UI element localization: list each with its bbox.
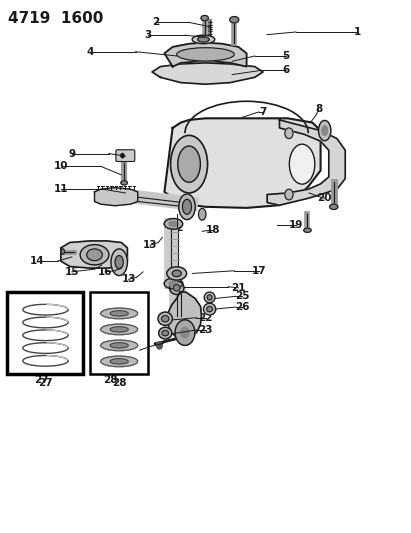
Polygon shape xyxy=(95,188,138,206)
Ellipse shape xyxy=(322,126,328,135)
Ellipse shape xyxy=(177,47,234,61)
Ellipse shape xyxy=(203,303,216,315)
Text: 23: 23 xyxy=(198,325,213,335)
Polygon shape xyxy=(61,241,127,268)
Text: 21: 21 xyxy=(231,283,246,293)
Ellipse shape xyxy=(101,340,138,351)
Ellipse shape xyxy=(101,356,138,367)
Circle shape xyxy=(285,128,293,139)
Text: 14: 14 xyxy=(30,256,44,266)
Bar xyxy=(90,292,148,374)
Text: 25: 25 xyxy=(235,292,250,301)
Circle shape xyxy=(121,154,124,158)
Ellipse shape xyxy=(319,120,331,141)
Text: 28: 28 xyxy=(103,375,118,385)
Text: 18: 18 xyxy=(206,225,220,235)
Ellipse shape xyxy=(110,343,128,348)
FancyBboxPatch shape xyxy=(116,150,135,161)
Text: 17: 17 xyxy=(252,266,266,276)
Ellipse shape xyxy=(110,359,128,364)
Ellipse shape xyxy=(110,311,128,316)
Text: 11: 11 xyxy=(53,184,68,194)
Text: 27: 27 xyxy=(38,378,53,388)
Ellipse shape xyxy=(110,327,128,332)
Ellipse shape xyxy=(289,144,315,184)
Ellipse shape xyxy=(204,292,215,303)
Text: 4719  1600: 4719 1600 xyxy=(8,11,104,26)
Text: 19: 19 xyxy=(289,220,303,230)
Ellipse shape xyxy=(164,278,182,289)
Ellipse shape xyxy=(115,255,123,269)
Ellipse shape xyxy=(111,249,127,276)
Text: 15: 15 xyxy=(65,267,79,277)
Circle shape xyxy=(175,320,195,345)
Circle shape xyxy=(285,189,293,200)
Text: 6: 6 xyxy=(282,66,289,75)
Ellipse shape xyxy=(87,249,102,261)
Text: 24: 24 xyxy=(132,345,147,355)
Ellipse shape xyxy=(304,228,311,232)
Text: 27: 27 xyxy=(34,375,48,385)
Text: 12: 12 xyxy=(169,223,184,233)
Ellipse shape xyxy=(230,17,239,23)
Ellipse shape xyxy=(169,281,178,286)
Ellipse shape xyxy=(61,249,65,254)
Polygon shape xyxy=(164,118,321,208)
Text: 8: 8 xyxy=(315,104,322,114)
Bar xyxy=(7,292,83,374)
Ellipse shape xyxy=(207,306,212,312)
Ellipse shape xyxy=(162,316,169,322)
Ellipse shape xyxy=(172,270,181,277)
Circle shape xyxy=(181,327,189,338)
Ellipse shape xyxy=(207,295,212,300)
Ellipse shape xyxy=(171,135,208,193)
Text: 28: 28 xyxy=(112,378,127,388)
Ellipse shape xyxy=(173,285,180,291)
Text: 1: 1 xyxy=(354,27,361,37)
Ellipse shape xyxy=(169,221,178,227)
Text: 3: 3 xyxy=(144,30,152,40)
Ellipse shape xyxy=(182,199,192,214)
Text: 13: 13 xyxy=(121,274,136,284)
Text: 20: 20 xyxy=(317,193,332,203)
Text: 9: 9 xyxy=(68,149,76,158)
Ellipse shape xyxy=(101,324,138,335)
Ellipse shape xyxy=(179,194,195,220)
Ellipse shape xyxy=(178,146,201,182)
Text: 22: 22 xyxy=(198,313,213,322)
Text: 13: 13 xyxy=(143,240,157,250)
Ellipse shape xyxy=(199,208,206,220)
Ellipse shape xyxy=(198,37,209,42)
Ellipse shape xyxy=(192,35,215,44)
Text: 4: 4 xyxy=(87,47,94,56)
Ellipse shape xyxy=(80,245,109,265)
Ellipse shape xyxy=(201,15,208,21)
Ellipse shape xyxy=(158,312,173,325)
Ellipse shape xyxy=(159,327,172,339)
Circle shape xyxy=(157,342,162,349)
Ellipse shape xyxy=(169,281,184,294)
Text: 5: 5 xyxy=(282,51,289,61)
Text: 10: 10 xyxy=(53,161,68,171)
Ellipse shape xyxy=(330,204,338,209)
Text: 16: 16 xyxy=(98,267,113,277)
Polygon shape xyxy=(164,43,247,67)
Polygon shape xyxy=(267,120,345,205)
Text: 7: 7 xyxy=(259,107,267,117)
Polygon shape xyxy=(168,292,201,338)
Ellipse shape xyxy=(164,219,182,229)
Ellipse shape xyxy=(101,308,138,319)
Ellipse shape xyxy=(162,330,169,336)
Ellipse shape xyxy=(121,181,127,185)
Text: 2: 2 xyxy=(152,18,160,27)
Ellipse shape xyxy=(167,266,187,280)
Polygon shape xyxy=(152,63,263,84)
Text: 26: 26 xyxy=(235,302,250,312)
